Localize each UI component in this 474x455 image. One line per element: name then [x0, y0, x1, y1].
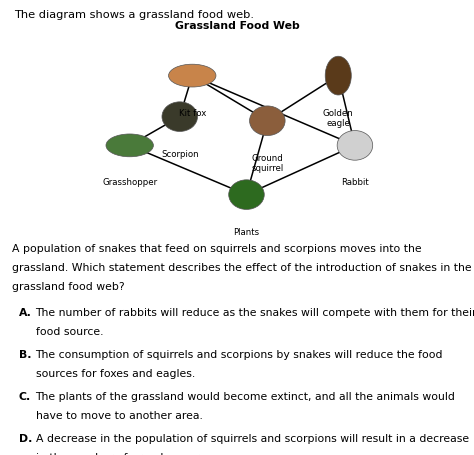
Text: D.: D.	[19, 433, 32, 443]
Text: have to move to another area.: have to move to another area.	[36, 410, 202, 420]
Text: A population of snakes that feed on squirrels and scorpions moves into the: A population of snakes that feed on squi…	[12, 243, 421, 253]
Text: A.: A.	[19, 308, 32, 318]
Text: Grassland Food Web: Grassland Food Web	[174, 20, 300, 30]
Text: Kit fox: Kit fox	[179, 108, 206, 117]
Ellipse shape	[337, 131, 373, 161]
Ellipse shape	[169, 65, 216, 88]
Text: The number of rabbits will reduce as the snakes will compete with them for their: The number of rabbits will reduce as the…	[36, 308, 474, 318]
Text: B.: B.	[19, 349, 31, 359]
Text: food source.: food source.	[36, 327, 103, 337]
Text: grassland. Which statement describes the effect of the introduction of snakes in: grassland. Which statement describes the…	[12, 263, 472, 273]
Text: The diagram shows a grassland food web.: The diagram shows a grassland food web.	[14, 10, 254, 20]
Text: The consumption of squirrels and scorpions by snakes will reduce the food: The consumption of squirrels and scorpio…	[36, 349, 443, 359]
Ellipse shape	[228, 181, 264, 210]
Text: Rabbit: Rabbit	[341, 178, 369, 187]
Text: Ground
squirrel: Ground squirrel	[251, 153, 283, 173]
Text: C.: C.	[19, 391, 31, 401]
Text: sources for foxes and eagles.: sources for foxes and eagles.	[36, 369, 195, 379]
Ellipse shape	[249, 107, 285, 136]
Ellipse shape	[106, 135, 154, 157]
Text: Grasshopper: Grasshopper	[102, 178, 157, 187]
Text: Plants: Plants	[233, 227, 260, 236]
Ellipse shape	[325, 57, 351, 96]
Text: A decrease in the population of squirrels and scorpions will result in a decreas: A decrease in the population of squirrel…	[36, 433, 469, 443]
Text: grassland food web?: grassland food web?	[12, 282, 125, 292]
Ellipse shape	[162, 102, 198, 132]
Text: The plants of the grassland would become extinct, and all the animals would: The plants of the grassland would become…	[36, 391, 456, 401]
Text: Golden
eagle: Golden eagle	[323, 108, 354, 128]
Text: Scorpion: Scorpion	[161, 149, 199, 158]
Text: in the number of grasshoppers.: in the number of grasshoppers.	[36, 452, 208, 455]
